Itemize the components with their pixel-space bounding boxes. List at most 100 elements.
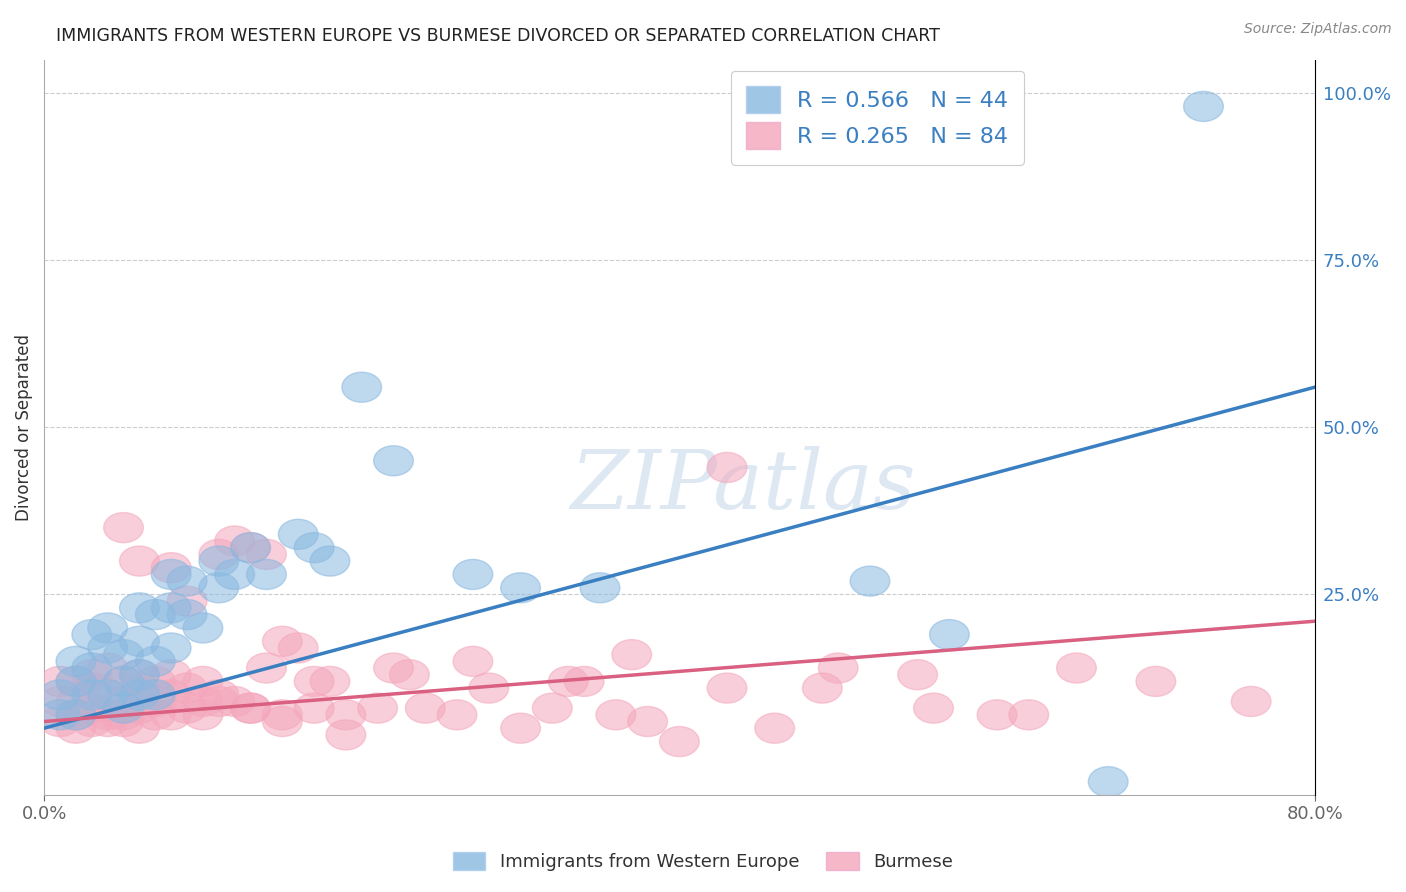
Ellipse shape [200, 687, 239, 716]
Ellipse shape [104, 666, 143, 697]
Ellipse shape [120, 660, 159, 690]
Ellipse shape [311, 666, 350, 697]
Ellipse shape [200, 680, 239, 710]
Ellipse shape [135, 647, 176, 676]
Ellipse shape [659, 726, 699, 756]
Ellipse shape [215, 526, 254, 556]
Ellipse shape [104, 513, 143, 542]
Ellipse shape [914, 693, 953, 723]
Ellipse shape [72, 706, 111, 737]
Ellipse shape [152, 559, 191, 590]
Ellipse shape [167, 693, 207, 723]
Ellipse shape [374, 446, 413, 475]
Ellipse shape [1232, 687, 1271, 716]
Ellipse shape [152, 680, 191, 710]
Ellipse shape [120, 660, 159, 690]
Ellipse shape [1056, 653, 1097, 683]
Ellipse shape [231, 533, 270, 563]
Ellipse shape [200, 546, 239, 576]
Ellipse shape [72, 653, 111, 683]
Ellipse shape [72, 660, 111, 690]
Ellipse shape [898, 660, 938, 690]
Ellipse shape [929, 620, 969, 649]
Ellipse shape [342, 372, 381, 402]
Ellipse shape [56, 714, 96, 743]
Ellipse shape [1136, 666, 1175, 697]
Ellipse shape [56, 666, 96, 697]
Ellipse shape [200, 573, 239, 603]
Ellipse shape [72, 680, 111, 710]
Ellipse shape [135, 666, 176, 697]
Ellipse shape [231, 693, 270, 723]
Ellipse shape [1010, 700, 1049, 730]
Ellipse shape [215, 559, 254, 590]
Ellipse shape [263, 706, 302, 737]
Ellipse shape [294, 533, 335, 563]
Ellipse shape [152, 593, 191, 623]
Ellipse shape [231, 693, 270, 723]
Ellipse shape [135, 687, 176, 716]
Ellipse shape [152, 700, 191, 730]
Ellipse shape [596, 700, 636, 730]
Ellipse shape [87, 653, 128, 683]
Ellipse shape [120, 673, 159, 703]
Ellipse shape [200, 540, 239, 569]
Ellipse shape [1088, 766, 1128, 797]
Ellipse shape [56, 700, 96, 730]
Ellipse shape [87, 680, 128, 710]
Y-axis label: Divorced or Separated: Divorced or Separated [15, 334, 32, 521]
Ellipse shape [87, 700, 128, 730]
Ellipse shape [41, 687, 80, 716]
Ellipse shape [977, 700, 1017, 730]
Ellipse shape [246, 559, 287, 590]
Ellipse shape [167, 599, 207, 630]
Ellipse shape [104, 693, 143, 723]
Ellipse shape [374, 653, 413, 683]
Ellipse shape [231, 533, 270, 563]
Ellipse shape [41, 680, 80, 710]
Ellipse shape [803, 673, 842, 703]
Ellipse shape [56, 666, 96, 697]
Ellipse shape [135, 680, 176, 710]
Ellipse shape [246, 540, 287, 569]
Ellipse shape [755, 714, 794, 743]
Ellipse shape [120, 680, 159, 710]
Ellipse shape [326, 720, 366, 750]
Ellipse shape [357, 693, 398, 723]
Ellipse shape [263, 700, 302, 730]
Ellipse shape [183, 613, 222, 643]
Ellipse shape [87, 633, 128, 663]
Legend: Immigrants from Western Europe, Burmese: Immigrants from Western Europe, Burmese [446, 845, 960, 879]
Ellipse shape [278, 519, 318, 549]
Ellipse shape [120, 593, 159, 623]
Ellipse shape [437, 700, 477, 730]
Ellipse shape [87, 706, 128, 737]
Ellipse shape [405, 693, 446, 723]
Ellipse shape [104, 666, 143, 697]
Ellipse shape [41, 700, 80, 730]
Ellipse shape [470, 673, 509, 703]
Ellipse shape [581, 573, 620, 603]
Ellipse shape [707, 452, 747, 483]
Ellipse shape [246, 653, 287, 683]
Ellipse shape [135, 599, 176, 630]
Ellipse shape [627, 706, 668, 737]
Ellipse shape [104, 640, 143, 670]
Ellipse shape [548, 666, 588, 697]
Ellipse shape [167, 586, 207, 616]
Ellipse shape [294, 666, 335, 697]
Ellipse shape [326, 700, 366, 730]
Ellipse shape [56, 700, 96, 730]
Ellipse shape [41, 666, 80, 697]
Ellipse shape [1184, 91, 1223, 121]
Ellipse shape [818, 653, 858, 683]
Ellipse shape [501, 714, 540, 743]
Ellipse shape [183, 700, 222, 730]
Ellipse shape [215, 687, 254, 716]
Ellipse shape [453, 647, 492, 676]
Ellipse shape [135, 700, 176, 730]
Ellipse shape [707, 673, 747, 703]
Ellipse shape [311, 546, 350, 576]
Ellipse shape [152, 660, 191, 690]
Ellipse shape [104, 687, 143, 716]
